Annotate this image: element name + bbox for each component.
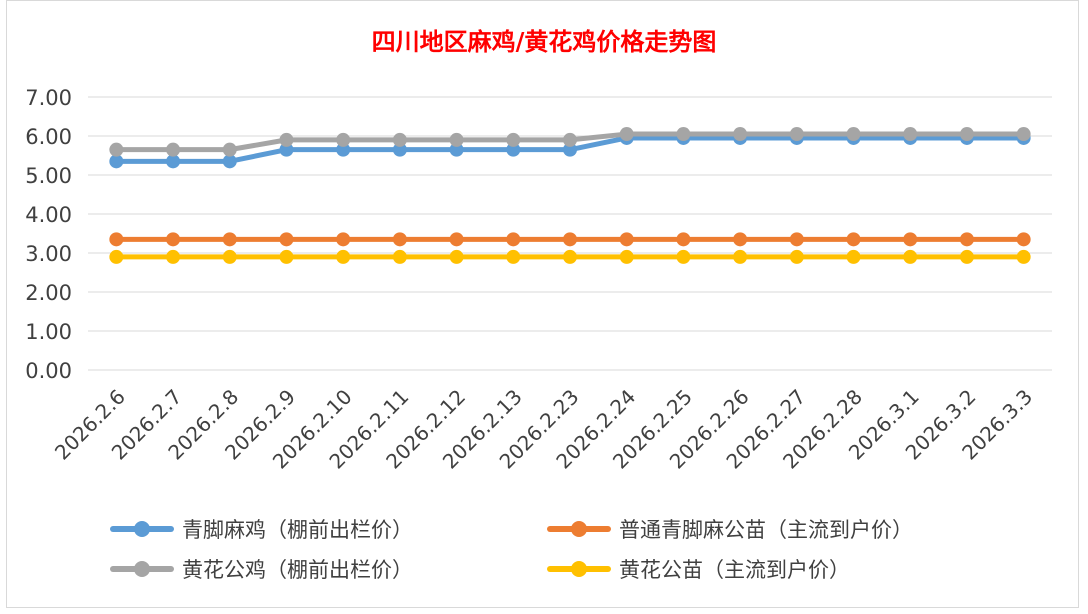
data-point-2-11 [733,127,748,142]
data-point-3-6 [449,249,464,264]
data-point-3-1 [166,249,181,264]
data-point-0-4 [336,142,351,157]
data-point-3-11 [733,249,748,264]
chart-frame [6,0,1079,608]
data-point-2-14 [903,127,918,142]
data-point-1-9 [619,232,634,247]
data-point-1-13 [846,232,861,247]
data-point-3-14 [903,249,918,264]
y-tick-label-6: 6.00 [25,125,72,149]
data-point-1-15 [959,232,974,247]
data-point-0-2 [222,154,237,169]
data-point-2-1 [166,142,181,157]
y-tick-label-4: 4.00 [25,203,72,227]
data-point-0-7 [506,142,521,157]
legend-label-series-3: 黄花公苗（主流到户价） [619,558,850,582]
legend: 青脚麻鸡（棚前出栏价） 普通青脚麻公苗（主流到户价） 黄花公鸡（棚前出栏价） 黄… [110,510,1010,590]
data-point-3-15 [959,249,974,264]
legend-label-series-1: 普通青脚麻公苗（主流到户价） [619,518,913,542]
data-point-0-5 [392,142,407,157]
data-point-2-0 [109,142,124,157]
data-point-3-3 [279,249,294,264]
data-point-1-14 [903,232,918,247]
legend-label-series-0: 青脚麻鸡（棚前出栏价） [182,518,413,542]
data-point-1-1 [166,232,181,247]
legend-swatch-series-3 [547,561,611,577]
y-tick-label-3: 3.00 [25,242,72,266]
legend-item-series-1[interactable]: 普通青脚麻公苗（主流到户价） [547,514,913,544]
data-point-1-16 [1016,232,1031,247]
data-point-3-7 [506,249,521,264]
y-tick-label-1: 1.00 [25,320,72,344]
data-point-3-9 [619,249,634,264]
data-point-3-12 [789,249,804,264]
legend-item-series-3[interactable]: 黄花公苗（主流到户价） [547,554,850,584]
data-point-3-8 [563,249,577,264]
data-point-3-13 [846,249,861,264]
chart-title: 四川地区麻鸡/黄花鸡价格走势图 [371,27,717,56]
legend-item-series-0[interactable]: 青脚麻鸡（棚前出栏价） [110,514,413,544]
data-point-2-15 [959,127,974,142]
data-point-2-4 [336,132,351,147]
data-point-2-10 [676,127,691,142]
data-point-2-3 [279,132,294,147]
data-point-2-16 [1016,127,1031,142]
data-point-3-5 [392,249,407,264]
data-point-1-11 [733,232,748,247]
data-point-3-16 [1016,249,1031,264]
data-point-3-10 [676,249,691,264]
data-point-2-13 [846,127,861,142]
data-point-2-8 [563,132,577,147]
data-point-0-0 [109,154,124,169]
y-tick-label-0: 0.00 [25,359,72,383]
y-tick-label-5: 5.00 [25,164,72,188]
data-point-2-12 [789,127,804,142]
y-tick-label-7: 7.00 [25,86,72,110]
legend-item-series-2[interactable]: 黄花公鸡（棚前出栏价） [110,554,413,584]
y-tick-label-2: 2.00 [25,281,72,305]
data-point-0-8 [563,142,577,157]
data-point-0-6 [449,142,464,157]
data-point-2-7 [506,132,521,147]
data-point-1-8 [563,232,577,247]
data-point-2-5 [392,132,407,147]
data-point-1-3 [279,232,294,247]
data-point-1-7 [506,232,521,247]
data-point-1-0 [109,232,124,247]
legend-swatch-series-0 [110,521,174,537]
data-point-1-10 [676,232,691,247]
data-point-3-0 [109,249,124,264]
data-point-1-2 [222,232,237,247]
legend-swatch-series-2 [110,561,174,577]
legend-swatch-series-1 [547,521,611,537]
data-point-1-12 [789,232,804,247]
data-point-3-4 [336,249,351,264]
data-point-3-2 [222,249,237,264]
data-point-0-1 [166,154,181,169]
data-point-2-2 [222,142,237,157]
legend-label-series-2: 黄花公鸡（棚前出栏价） [182,558,413,582]
data-point-2-6 [449,132,464,147]
data-point-1-5 [392,232,407,247]
data-point-1-6 [449,232,464,247]
data-point-0-3 [279,142,294,157]
data-point-2-9 [619,127,634,142]
data-point-1-4 [336,232,351,247]
